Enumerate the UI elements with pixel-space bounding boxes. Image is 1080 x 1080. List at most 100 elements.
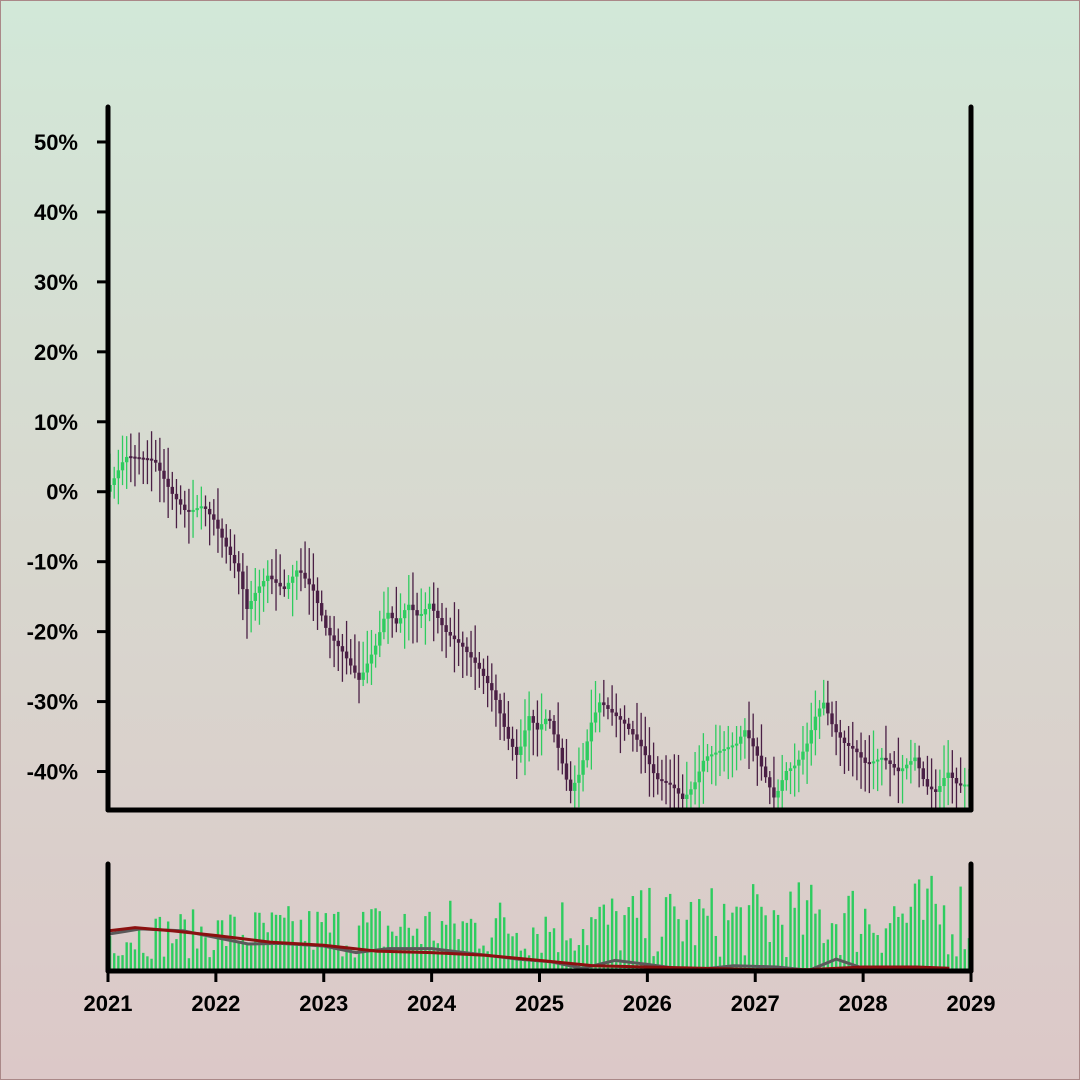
candle-down bbox=[212, 514, 216, 520]
candle-down bbox=[224, 537, 228, 547]
volume-bar bbox=[581, 929, 585, 971]
candle-down bbox=[436, 610, 440, 618]
candle-down bbox=[958, 783, 963, 786]
candle-down bbox=[867, 762, 872, 765]
candle-down bbox=[207, 508, 212, 515]
candle-up bbox=[788, 768, 793, 771]
volume-bar bbox=[872, 932, 875, 971]
candle-up bbox=[942, 777, 946, 787]
volume-bar bbox=[498, 902, 502, 971]
volume-bar bbox=[843, 913, 846, 971]
candle-down bbox=[929, 786, 934, 790]
volume-bar bbox=[934, 903, 937, 971]
volume-bar bbox=[847, 895, 850, 971]
candle-down bbox=[307, 578, 311, 585]
volume-bar bbox=[901, 913, 904, 971]
candle-down bbox=[332, 635, 336, 641]
volume-bar bbox=[673, 906, 676, 971]
volume-bar bbox=[420, 943, 423, 971]
volume-bar bbox=[171, 943, 174, 971]
volume-bar bbox=[955, 956, 958, 971]
candle-up bbox=[697, 771, 701, 783]
candle-down bbox=[838, 732, 843, 738]
candle-down bbox=[415, 610, 419, 616]
candle-down bbox=[154, 459, 158, 463]
candle-down bbox=[319, 603, 324, 616]
y-tick-label: 30% bbox=[34, 270, 78, 295]
y-tick-label: 0% bbox=[46, 480, 78, 505]
candle-up bbox=[801, 751, 805, 760]
candle-down bbox=[863, 757, 867, 763]
volume-bar bbox=[610, 898, 614, 971]
volume-bar bbox=[353, 957, 357, 971]
volume-bar bbox=[677, 919, 680, 971]
volume-bar bbox=[598, 906, 601, 971]
volume-bar bbox=[324, 913, 328, 971]
candle-down bbox=[137, 457, 141, 460]
volume-bar bbox=[586, 945, 589, 971]
volume-bar bbox=[361, 911, 365, 971]
candle-down bbox=[639, 739, 643, 747]
volume-bar bbox=[428, 911, 431, 971]
candle-down bbox=[954, 777, 959, 784]
volume-panel bbox=[105, 861, 974, 974]
volume-bar bbox=[527, 955, 531, 971]
candle-down bbox=[178, 499, 183, 505]
volume-bar bbox=[561, 902, 564, 971]
volume-bar bbox=[370, 909, 373, 971]
volume-bar bbox=[532, 927, 535, 971]
candle-down bbox=[390, 612, 394, 619]
volume-bar bbox=[930, 875, 933, 971]
candle-down bbox=[187, 509, 191, 512]
volume-bar bbox=[627, 907, 630, 971]
volume-bar bbox=[453, 923, 456, 971]
y-tick-label: 20% bbox=[34, 340, 78, 365]
candles-group bbox=[108, 431, 971, 808]
volume-bar bbox=[859, 933, 863, 971]
candle-down bbox=[141, 457, 145, 460]
volume-bar bbox=[739, 907, 742, 971]
volume-bar bbox=[731, 912, 734, 971]
volume-bar bbox=[747, 905, 751, 971]
volume-bar bbox=[158, 916, 162, 971]
candle-down bbox=[855, 748, 859, 753]
candle-down bbox=[220, 528, 224, 538]
volume-bar bbox=[403, 913, 406, 971]
volume-bar bbox=[565, 940, 568, 971]
volume-bar bbox=[668, 893, 672, 971]
candle-up bbox=[805, 743, 809, 752]
candle-down bbox=[664, 780, 668, 783]
candle-down bbox=[635, 734, 639, 740]
candle-down bbox=[303, 572, 307, 579]
candle-down bbox=[324, 615, 328, 628]
y-tick-label: -30% bbox=[27, 690, 78, 715]
candle-down bbox=[656, 773, 660, 780]
candle-up bbox=[913, 757, 917, 762]
candle-down bbox=[660, 779, 664, 782]
volume-bar bbox=[768, 942, 771, 971]
volume-bar bbox=[963, 949, 966, 971]
volume-bar bbox=[233, 916, 236, 971]
candle-up bbox=[813, 716, 818, 731]
candle-down bbox=[535, 722, 540, 730]
volume-bar bbox=[332, 913, 336, 971]
candle-down bbox=[614, 712, 618, 717]
volume-bar bbox=[656, 951, 659, 971]
volume-bar bbox=[142, 952, 145, 971]
candle-up bbox=[261, 581, 266, 587]
volume-bar bbox=[764, 915, 767, 971]
volume-bar bbox=[834, 924, 838, 971]
volume-bar bbox=[805, 900, 809, 971]
candle-down bbox=[647, 755, 652, 765]
volume-bar bbox=[316, 911, 319, 971]
candle-up bbox=[373, 645, 378, 655]
volume-bar bbox=[851, 890, 854, 971]
candle-up bbox=[286, 582, 291, 590]
candle-up bbox=[539, 724, 544, 730]
volume-bar bbox=[536, 934, 539, 971]
candle-down bbox=[245, 589, 249, 610]
volume-bar bbox=[162, 956, 166, 971]
candle-down bbox=[610, 708, 614, 713]
volume-bar bbox=[735, 906, 738, 971]
